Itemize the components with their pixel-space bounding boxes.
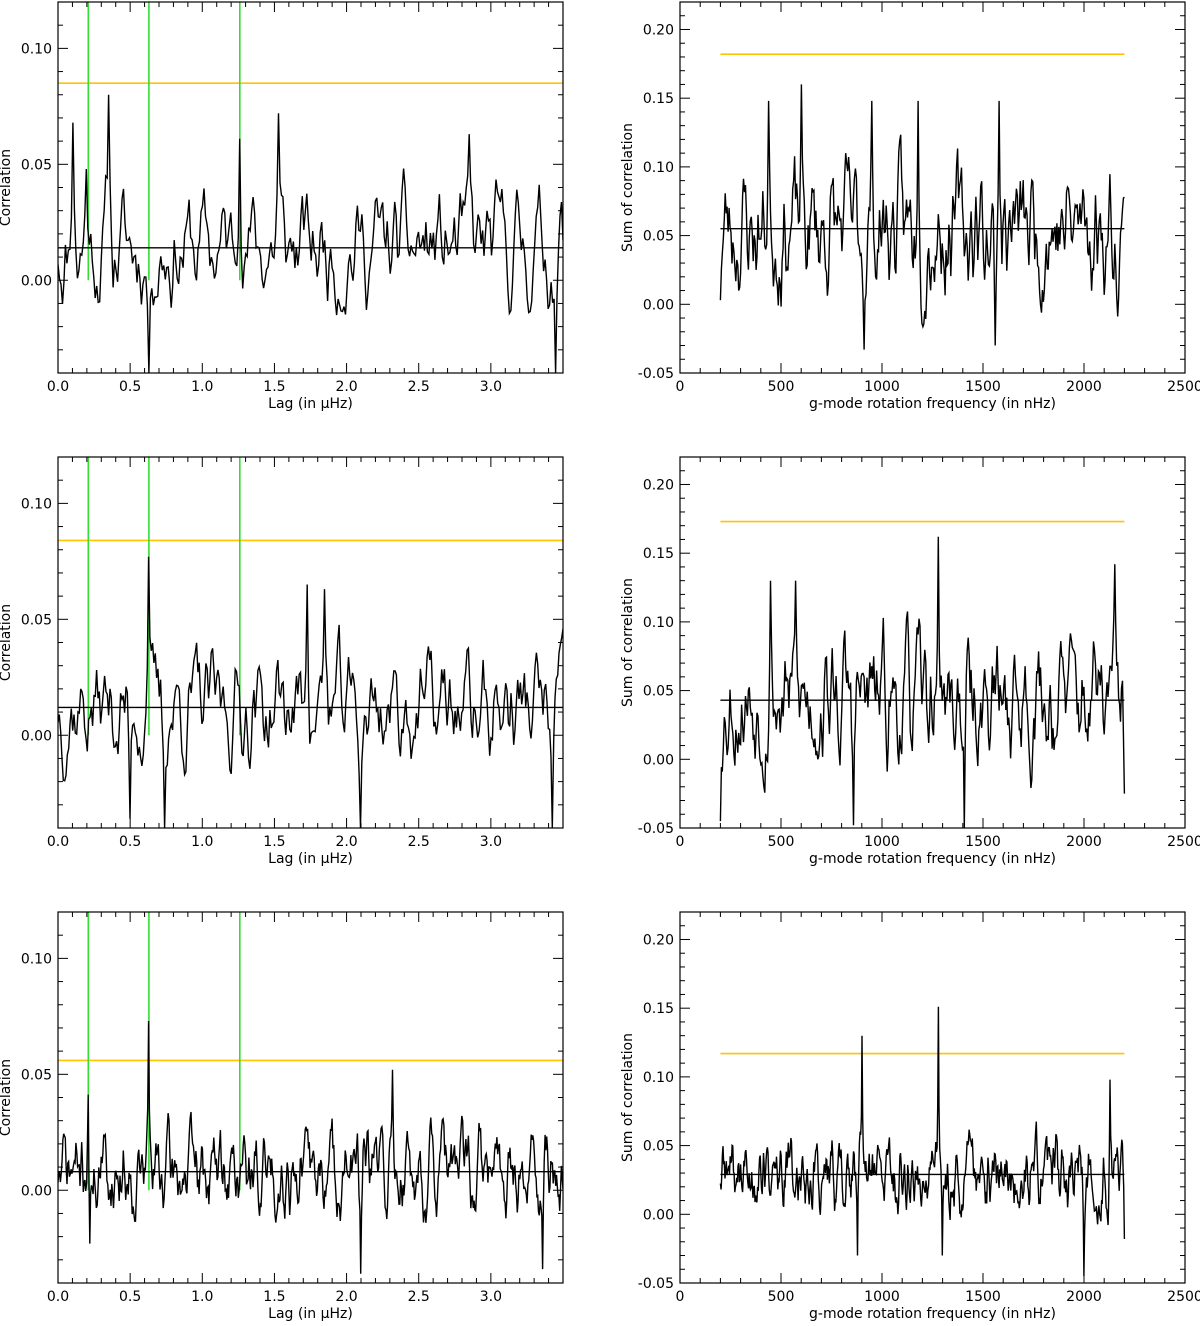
y-tick-label: 0.00 — [21, 273, 52, 289]
y-tick-label: 0.10 — [643, 160, 674, 176]
axes-frame — [679, 1, 1186, 374]
x-tick-label: 1500 — [965, 379, 1001, 395]
y-axis-title: Sum of correlation — [620, 578, 636, 707]
x-tick-label: 2.0 — [335, 834, 357, 850]
x-axis-title: g-mode rotation frequency (in nHz) — [809, 851, 1056, 867]
y-tick-label: 0.05 — [21, 1067, 52, 1083]
axes-frame — [679, 911, 1186, 1284]
y-tick-label: 0.20 — [643, 477, 674, 493]
y-axis-title: Correlation — [0, 149, 14, 226]
correlation-series — [719, 536, 1126, 828]
x-tick-label: 2.5 — [408, 379, 430, 395]
panel-row2-right: 0 500 1000 1500 2000 2500 -0.05 0.00 0.05 0.10 0.1… — [620, 456, 1200, 867]
correlation-series — [58, 94, 563, 373]
correlation-series — [719, 84, 1125, 350]
y-tick-label: 0.15 — [643, 91, 674, 107]
x-tick-label: 2000 — [1066, 1289, 1102, 1305]
x-tick-label: 0 — [676, 834, 685, 850]
x-tick-label: 0.5 — [119, 834, 141, 850]
panel-row1-right: 0 500 1000 1500 2000 2500 -0.05 0.00 0.05 0.10 0.1… — [620, 1, 1200, 412]
x-tick-label: 0.0 — [47, 379, 69, 395]
panel-row3-left: 0.0 0.5 1.0 1.5 2.0 2.5 3.0 0.00 0.05 0.10 Lag (in… — [0, 911, 564, 1322]
correlation-series — [58, 556, 563, 828]
panel-row1-left: 0.0 0.5 1.0 1.5 2.0 2.5 3.0 0.00 0.05 0.10 Lag (in… — [0, 1, 564, 412]
y-tick-label: 0.10 — [643, 615, 674, 631]
x-tick-label: 500 — [768, 379, 795, 395]
x-tick-label: 1.5 — [263, 1289, 285, 1305]
y-tick-label: 0.10 — [21, 41, 52, 57]
panel-row2-left: 0.0 0.5 1.0 1.5 2.0 2.5 3.0 0.00 0.05 0.10 Lag (in… — [0, 456, 564, 867]
y-tick-label: 0.15 — [643, 546, 674, 562]
x-tick-label: 2500 — [1167, 1289, 1200, 1305]
y-tick-label: 0.05 — [643, 684, 674, 700]
y-tick-label: -0.05 — [638, 821, 674, 837]
x-tick-label: 0.0 — [47, 1289, 69, 1305]
x-tick-label: 2.5 — [408, 1289, 430, 1305]
y-tick-label: -0.05 — [638, 366, 674, 382]
y-axis-title: Sum of correlation — [620, 1033, 636, 1162]
y-tick-label: 0.00 — [21, 728, 52, 744]
y-tick-label: -0.05 — [638, 1276, 674, 1292]
x-tick-label: 0.0 — [47, 834, 69, 850]
x-tick-label: 1500 — [965, 1289, 1001, 1305]
x-tick-label: 1.0 — [191, 1289, 213, 1305]
x-tick-label: 1.0 — [191, 379, 213, 395]
y-tick-label: 0.15 — [643, 1001, 674, 1017]
x-tick-label: 3.0 — [480, 834, 502, 850]
y-axis-title: Correlation — [0, 1059, 14, 1136]
y-tick-label: 0.05 — [21, 612, 52, 628]
y-tick-label: 0.20 — [643, 22, 674, 38]
x-tick-label: 1.0 — [191, 834, 213, 850]
x-tick-label: 0.5 — [119, 379, 141, 395]
x-tick-label: 1500 — [965, 834, 1001, 850]
y-tick-label: 0.05 — [643, 1139, 674, 1155]
x-tick-label: 1.5 — [263, 379, 285, 395]
y-tick-label: 0.10 — [643, 1070, 674, 1086]
correlation-series — [58, 1020, 563, 1274]
x-tick-label: 1000 — [864, 379, 900, 395]
x-axis-title: Lag (in µHz) — [268, 396, 353, 412]
x-tick-label: 2000 — [1066, 379, 1102, 395]
y-tick-label: 0.05 — [643, 229, 674, 245]
x-tick-label: 1.5 — [263, 834, 285, 850]
y-tick-label: 0.20 — [643, 932, 674, 948]
x-axis-title: Lag (in µHz) — [268, 1306, 353, 1322]
x-tick-label: 2500 — [1167, 379, 1200, 395]
x-tick-label: 2500 — [1167, 834, 1200, 850]
axes-frame — [679, 456, 1186, 829]
x-tick-label: 3.0 — [480, 379, 502, 395]
y-tick-label: 0.10 — [21, 496, 52, 512]
y-tick-label: 0.00 — [643, 297, 674, 313]
y-tick-label: 0.10 — [21, 951, 52, 967]
y-tick-label: 0.00 — [643, 1207, 674, 1223]
x-axis-title: g-mode rotation frequency (in nHz) — [809, 1306, 1056, 1322]
y-axis-title: Sum of correlation — [620, 123, 636, 252]
y-tick-label: 0.05 — [21, 157, 52, 173]
x-tick-label: 500 — [768, 834, 795, 850]
y-tick-label: 0.00 — [21, 1183, 52, 1199]
panel-row3-right: 0 500 1000 1500 2000 2500 -0.05 0.00 0.05 0.10 0.1… — [620, 911, 1200, 1322]
x-tick-label: 0 — [676, 379, 685, 395]
x-tick-label: 0 — [676, 1289, 685, 1305]
x-tick-label: 2.0 — [335, 1289, 357, 1305]
x-tick-label: 2000 — [1066, 834, 1102, 850]
y-axis-title: Correlation — [0, 604, 14, 681]
x-tick-label: 1000 — [864, 1289, 900, 1305]
x-tick-label: 500 — [768, 1289, 795, 1305]
x-tick-label: 0.5 — [119, 1289, 141, 1305]
correlation-series — [719, 1006, 1126, 1277]
x-axis-title: g-mode rotation frequency (in nHz) — [809, 396, 1056, 412]
x-tick-label: 3.0 — [480, 1289, 502, 1305]
x-tick-label: 2.0 — [335, 379, 357, 395]
x-tick-label: 1000 — [864, 834, 900, 850]
y-tick-label: 0.00 — [643, 752, 674, 768]
x-tick-label: 2.5 — [408, 834, 430, 850]
x-axis-title: Lag (in µHz) — [268, 851, 353, 867]
